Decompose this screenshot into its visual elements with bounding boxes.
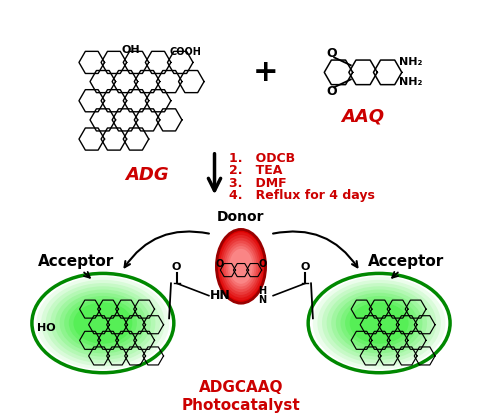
Ellipse shape <box>336 293 422 353</box>
Ellipse shape <box>349 302 409 344</box>
Ellipse shape <box>345 299 413 347</box>
Ellipse shape <box>50 286 155 360</box>
Ellipse shape <box>318 280 441 366</box>
Ellipse shape <box>228 246 254 286</box>
Ellipse shape <box>218 232 264 300</box>
Ellipse shape <box>340 296 418 350</box>
Text: O: O <box>301 262 310 272</box>
Ellipse shape <box>32 274 174 373</box>
Text: COOH: COOH <box>169 47 201 57</box>
Text: O: O <box>258 259 267 269</box>
Text: +: + <box>253 58 279 87</box>
Ellipse shape <box>41 280 164 366</box>
Text: NH₂: NH₂ <box>399 58 422 68</box>
Ellipse shape <box>308 274 450 373</box>
Ellipse shape <box>229 249 253 284</box>
Text: ADGCAAQ
Photocatalyst: ADGCAAQ Photocatalyst <box>182 380 300 413</box>
Text: O: O <box>172 262 181 272</box>
Ellipse shape <box>222 238 260 295</box>
Ellipse shape <box>55 289 151 357</box>
Ellipse shape <box>224 241 258 292</box>
Text: H
N: H N <box>258 286 266 305</box>
Text: AAQ: AAQ <box>342 107 385 126</box>
Text: Donor: Donor <box>217 210 265 224</box>
Ellipse shape <box>220 235 262 298</box>
Ellipse shape <box>226 243 256 289</box>
Text: 2.   TEA: 2. TEA <box>228 164 282 177</box>
Ellipse shape <box>216 229 266 303</box>
Text: HN: HN <box>210 289 230 302</box>
Ellipse shape <box>60 293 146 353</box>
Text: O: O <box>326 85 337 98</box>
Text: ADG: ADG <box>125 166 169 184</box>
Ellipse shape <box>73 302 133 344</box>
Text: O: O <box>215 259 224 269</box>
Text: 3.   DMF: 3. DMF <box>228 176 286 190</box>
Text: Acceptor: Acceptor <box>367 254 444 269</box>
Ellipse shape <box>313 276 445 369</box>
Ellipse shape <box>69 299 137 347</box>
Ellipse shape <box>322 283 436 363</box>
Text: OH: OH <box>122 45 141 55</box>
Text: O: O <box>326 47 337 60</box>
Text: NH₂: NH₂ <box>399 77 422 87</box>
Text: 1.   ODCB: 1. ODCB <box>228 152 295 165</box>
Ellipse shape <box>46 283 160 363</box>
Text: HO: HO <box>37 323 55 333</box>
Ellipse shape <box>37 276 169 369</box>
Text: 4.   Reflux for 4 days: 4. Reflux for 4 days <box>228 189 375 202</box>
Ellipse shape <box>327 286 432 360</box>
Text: Acceptor: Acceptor <box>38 254 115 269</box>
Ellipse shape <box>331 289 427 357</box>
Ellipse shape <box>64 296 142 350</box>
